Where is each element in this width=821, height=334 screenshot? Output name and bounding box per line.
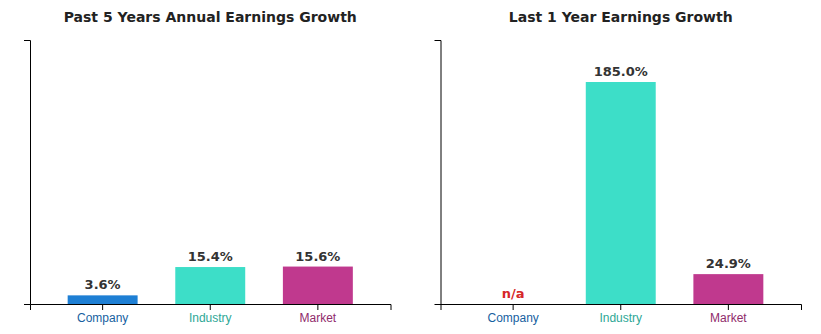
x-tick-label: Company xyxy=(487,311,538,325)
bar xyxy=(693,274,763,304)
bar xyxy=(68,295,138,304)
x-tick-label: Industry xyxy=(189,311,232,325)
x-tick-mark xyxy=(210,304,211,310)
x-tick-label: Market xyxy=(710,311,747,325)
x-tick: Industry xyxy=(599,304,642,325)
x-tick-mark xyxy=(728,304,729,310)
x-tick-mark xyxy=(513,304,514,310)
chart-title: Past 5 Years Annual Earnings Growth xyxy=(64,9,357,25)
bars xyxy=(586,82,764,304)
y-axis-line xyxy=(24,41,31,305)
y-axis-line xyxy=(435,41,442,305)
y-axis xyxy=(435,41,442,305)
data-labels: 3.6% 15.4% 15.6% xyxy=(85,249,341,293)
x-axis-line xyxy=(441,305,802,311)
data-label: 185.0% xyxy=(594,64,648,79)
x-tick-label: Company xyxy=(77,311,128,325)
bar xyxy=(586,82,656,304)
x-axis: Company Industry Market xyxy=(31,304,392,325)
chart-container: Company Industry Market 3.6% 15.4% 15.6% Past … xyxy=(0,0,821,334)
panel: Company Industry Market n/a 185.0% 24.9% Last … xyxy=(435,9,802,325)
x-tick-mark xyxy=(102,304,103,310)
x-axis: Company Industry Market xyxy=(441,304,802,325)
panel: Company Industry Market 3.6% 15.4% 15.6% Past … xyxy=(24,9,391,325)
data-label: 15.4% xyxy=(188,249,233,264)
chart-title: Last 1 Year Earnings Growth xyxy=(509,9,733,25)
x-tick-label: Industry xyxy=(599,311,642,325)
figure: Company Industry Market 3.6% 15.4% 15.6% Past … xyxy=(0,0,821,334)
data-labels: n/a 185.0% 24.9% xyxy=(502,64,751,301)
data-label: n/a xyxy=(502,286,525,301)
x-tick: Market xyxy=(300,304,337,325)
x-tick-mark xyxy=(620,304,621,310)
x-tick: Market xyxy=(710,304,747,325)
data-label: 15.6% xyxy=(295,249,340,264)
bars xyxy=(68,267,353,304)
x-tick: Industry xyxy=(189,304,232,325)
bar xyxy=(283,267,353,304)
x-tick-label: Market xyxy=(300,311,337,325)
data-label: 3.6% xyxy=(85,277,121,292)
data-label: 24.9% xyxy=(706,256,751,271)
bar xyxy=(175,267,245,304)
x-tick-mark xyxy=(317,304,318,310)
y-axis xyxy=(24,41,31,305)
x-tick: Company xyxy=(487,304,538,325)
x-tick: Company xyxy=(77,304,128,325)
x-axis-line xyxy=(31,305,392,311)
